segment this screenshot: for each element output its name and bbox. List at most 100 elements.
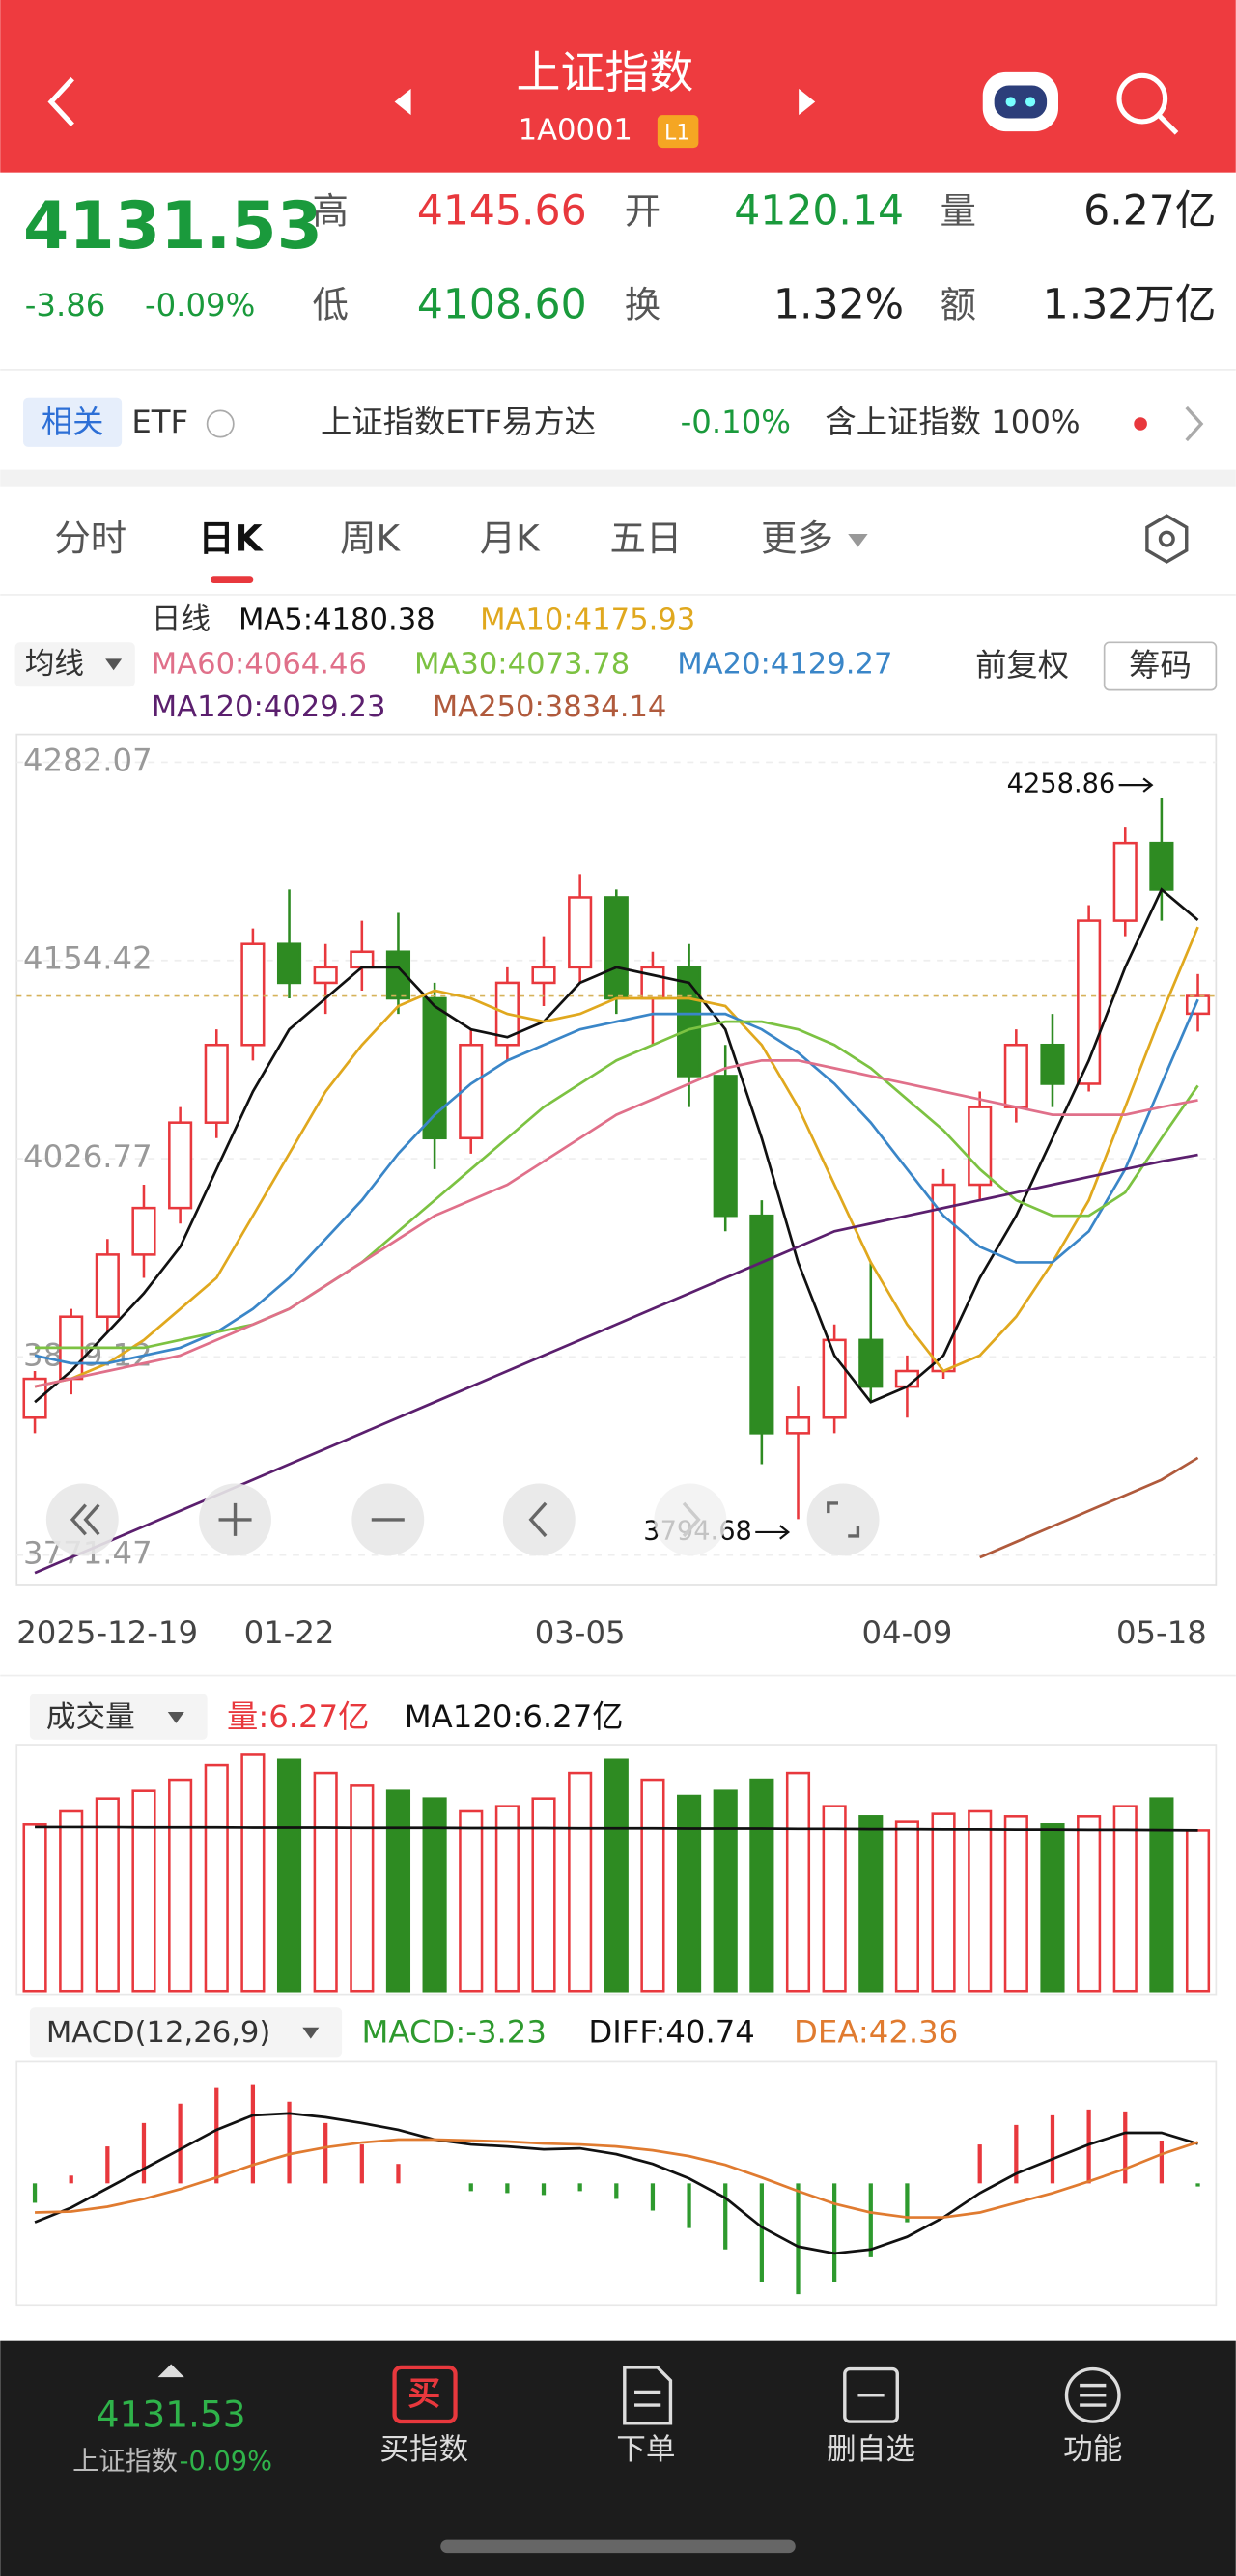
next-button[interactable] <box>799 88 816 116</box>
volume-bar <box>22 1823 47 1993</box>
back-button[interactable] <box>47 76 74 127</box>
field-label: 开 <box>625 190 660 233</box>
volume-bar <box>1112 1805 1138 1993</box>
volume-caret <box>167 1711 184 1723</box>
field-value: 6.27亿 <box>1083 188 1216 236</box>
adjust[interactable]: 前复权 <box>975 647 1069 684</box>
ma-line <box>34 998 1199 1365</box>
tab[interactable]: 月K <box>480 517 541 559</box>
nav-item[interactable]: 功能 <box>1063 2433 1122 2467</box>
candle-body <box>385 950 411 1000</box>
change: -3.86 <box>25 287 106 323</box>
tab[interactable]: 日K <box>198 517 264 559</box>
volume-bar <box>640 1778 665 1993</box>
order-icon[interactable] <box>623 2366 673 2425</box>
level: L1 <box>664 120 689 145</box>
tab[interactable]: 分时 <box>54 517 126 559</box>
tab[interactable]: 更多 <box>761 517 833 559</box>
ma-line <box>34 926 1199 1388</box>
remove-icon[interactable] <box>843 2366 899 2423</box>
ma-button-bg[interactable] <box>14 642 135 687</box>
kline-chart: 4282.074154.424026.773899.123771.474258.… <box>16 603 1217 1651</box>
title: 上证指数 <box>517 46 694 98</box>
candle-body <box>204 1043 229 1124</box>
ma-button[interactable]: 均线 <box>25 648 84 682</box>
ma-legend: MA120:4029.23 <box>152 690 386 724</box>
nav-item[interactable]: 删自选 <box>827 2433 915 2467</box>
volume-legend: 量:6.27亿 <box>227 1698 369 1735</box>
period: 日线 <box>152 603 211 637</box>
etf-label: ETF <box>131 404 188 440</box>
dot <box>1134 417 1147 431</box>
tab[interactable]: 周K <box>340 517 401 559</box>
volume-button-bg[interactable] <box>29 1694 208 1740</box>
icon <box>682 1501 701 1538</box>
pan-right[interactable] <box>654 1483 727 1556</box>
etf-holding: 含上证指数 100% <box>825 404 1080 440</box>
volume-bar <box>858 1815 884 1993</box>
fullscreen[interactable] <box>806 1483 880 1556</box>
candle-body <box>713 1075 738 1218</box>
candle-body <box>1003 1043 1028 1108</box>
info-icon[interactable] <box>206 409 235 438</box>
volume-bar <box>604 1758 629 1993</box>
chips-button-bg[interactable] <box>1103 641 1218 691</box>
macd-button-bg[interactable] <box>29 2007 343 2058</box>
pan-left[interactable] <box>502 1483 576 1556</box>
buy-icon-box[interactable] <box>392 2365 458 2424</box>
settings-icon[interactable] <box>1145 514 1189 564</box>
volume-bar <box>168 1778 193 1993</box>
macd-legend: DEA:42.36 <box>794 2013 958 2050</box>
macd-legend: MACD:-3.23 <box>362 2013 547 2050</box>
ma-line <box>979 1456 1199 1559</box>
x-tick-label: 05-18 <box>1116 1614 1207 1651</box>
chips-button[interactable]: 筹码 <box>1129 647 1192 684</box>
etf-chevron[interactable] <box>1185 406 1204 442</box>
candle-body <box>1149 841 1174 891</box>
volume-bar <box>713 1789 738 1993</box>
volume-title[interactable]: 成交量 <box>46 1700 135 1734</box>
up-caret[interactable] <box>157 2364 184 2378</box>
field-value: 4108.60 <box>417 282 587 329</box>
candle-body <box>931 1183 956 1373</box>
candle-body <box>313 966 338 985</box>
x-tick-label: 03-05 <box>535 1614 626 1651</box>
volume-chart: 量:6.27亿 MA120:6.27亿 <box>22 1698 1211 1993</box>
robot-icon[interactable] <box>982 71 1059 132</box>
etf-name[interactable]: 上证指数ETF易方达 <box>321 404 596 440</box>
volume-bar <box>385 1789 411 1993</box>
robot-face <box>994 85 1048 119</box>
candle-body <box>858 1338 884 1388</box>
tab[interactable]: 五日 <box>609 517 682 559</box>
candle-body <box>168 1121 193 1210</box>
nav-item[interactable]: 下单 <box>616 2433 675 2467</box>
volume-bar <box>1040 1823 1065 1993</box>
menu-icon[interactable] <box>1064 2366 1121 2423</box>
ma-legend: MA30:4073.78 <box>414 648 630 682</box>
volume-bar <box>240 1753 266 1993</box>
settings-dot <box>1158 530 1175 547</box>
candle-body <box>785 1415 811 1435</box>
search-icon[interactable] <box>1116 72 1179 135</box>
y-tick-label: 4282.07 <box>23 742 153 778</box>
nav-item[interactable]: 买指数 <box>379 2433 468 2467</box>
volume-bar <box>894 1820 919 1993</box>
etf-tag: 相关 <box>42 404 104 440</box>
volume-bar <box>95 1797 120 1993</box>
candle-body <box>131 1206 156 1256</box>
candle-body <box>422 996 447 1140</box>
extreme-arrow <box>1118 777 1154 793</box>
candle-body <box>1040 1043 1065 1085</box>
prev-button[interactable] <box>394 88 411 116</box>
chart-nav <box>45 1483 880 1556</box>
ma-legend: MA5:4180.38 <box>239 603 435 637</box>
macd-legend: DIFF:40.74 <box>588 2013 754 2050</box>
buy-icon: 买 <box>407 2374 440 2413</box>
ma-legend: MA20:4129.27 <box>677 648 892 682</box>
volume-bar <box>785 1771 811 1993</box>
zoom-out-far[interactable] <box>45 1483 119 1556</box>
macd-title[interactable]: MACD(12,26,9) <box>46 2016 270 2050</box>
